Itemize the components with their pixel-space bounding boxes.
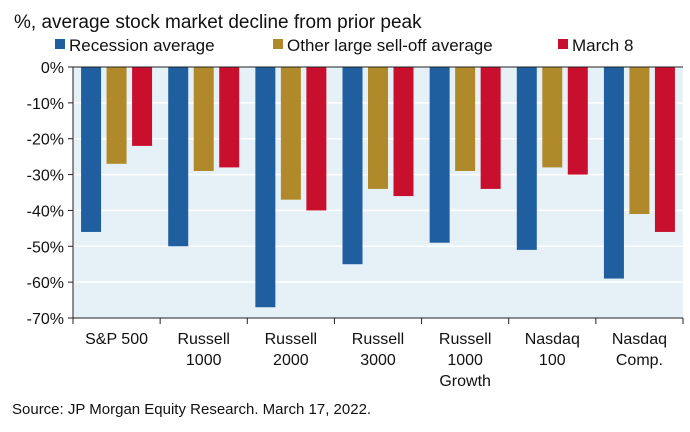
bar-march-8: [393, 67, 414, 197]
x-category-label-line: Russell: [177, 331, 229, 348]
y-tick-label: -10%: [27, 96, 64, 113]
x-category-label-line: 1000: [186, 352, 222, 369]
bar-recession-average: [168, 67, 189, 247]
bar-march-8: [654, 67, 675, 232]
source-note: Source: JP Morgan Equity Research. March…: [12, 401, 371, 418]
legend-label: March 8: [572, 36, 633, 55]
bar-march-8: [132, 67, 153, 146]
y-tick-label: -40%: [27, 203, 64, 220]
bar-recession-average: [516, 67, 537, 250]
bar-other-large-sell-off-average: [106, 67, 127, 164]
x-category-label-line: Growth: [439, 373, 491, 390]
y-tick-label: 0%: [41, 60, 64, 77]
legend-swatch: [273, 39, 283, 49]
bar-other-large-sell-off-average: [280, 67, 301, 200]
y-axis: 0% -10% -20% -30% -40% -50% -60% -70%: [27, 60, 74, 328]
x-category-label: Russell 3000: [352, 331, 404, 369]
bar-march-8: [306, 67, 327, 211]
y-tick-label: -60%: [27, 275, 64, 292]
x-category-label-line: Russell: [265, 331, 317, 348]
bar-recession-average: [342, 67, 363, 265]
x-category-label: Nasdaq Comp.: [612, 331, 667, 369]
y-tick-label: -70%: [27, 311, 64, 328]
x-category-label-line: Nasdaq: [612, 331, 667, 348]
x-category-label-line: 3000: [360, 352, 396, 369]
x-category-label-line: Russell: [352, 331, 404, 348]
chart-title: %, average stock market decline from pri…: [14, 12, 422, 33]
y-tick-label: -30%: [27, 168, 64, 185]
x-category-label: Nasdaq 100: [525, 331, 580, 369]
bar-recession-average: [81, 67, 102, 232]
legend-swatch: [558, 39, 568, 49]
x-category-label-line: S&P 500: [85, 331, 148, 348]
x-category-label-line: Comp.: [616, 352, 663, 369]
bar-other-large-sell-off-average: [368, 67, 388, 189]
bar-other-large-sell-off-average: [629, 67, 650, 215]
bar-other-large-sell-off-average: [542, 67, 563, 168]
bar-march-8: [567, 67, 588, 175]
bar-march-8: [480, 67, 501, 189]
bar-recession-average: [429, 67, 450, 243]
y-tick-label: -20%: [27, 132, 64, 149]
x-category-label: Russell 1000: [177, 331, 229, 369]
y-tick-label: -50%: [27, 239, 64, 256]
legend-swatch: [55, 39, 65, 49]
x-category-label: S&P 500: [85, 331, 148, 348]
x-category-label-line: 1000: [447, 352, 483, 369]
bar-recession-average: [255, 67, 276, 308]
bar-other-large-sell-off-average: [193, 67, 214, 171]
bars: [73, 66, 683, 308]
x-axis: S&P 500 Russell 1000 Russell 2000 Russell 3000…: [72, 317, 684, 390]
x-category-label-line: 100: [539, 352, 566, 369]
x-category-label: Russell 1000 Growth: [439, 331, 491, 390]
x-category-label-line: Russell: [439, 331, 491, 348]
legend: Recession average Other large sell-off av…: [55, 36, 633, 55]
x-category-label-line: Nasdaq: [525, 331, 580, 348]
legend-label: Recession average: [69, 36, 215, 55]
bar-recession-average: [603, 67, 624, 279]
x-category-label: Russell 2000: [265, 331, 317, 369]
bar-march-8: [219, 67, 240, 168]
x-category-label-line: 2000: [273, 352, 309, 369]
bar-other-large-sell-off-average: [455, 67, 476, 171]
legend-label: Other large sell-off average: [287, 36, 493, 55]
